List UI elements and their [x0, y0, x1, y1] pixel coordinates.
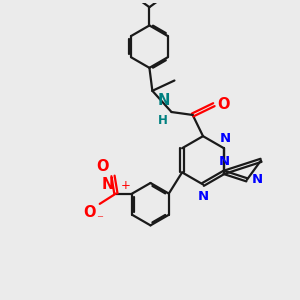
Text: N: N: [220, 132, 231, 145]
Text: N: N: [218, 155, 230, 168]
Text: H: H: [158, 114, 168, 128]
Text: O: O: [96, 159, 109, 174]
Text: N: N: [252, 173, 263, 186]
Text: N: N: [102, 177, 115, 192]
Text: O: O: [83, 206, 96, 220]
Text: O: O: [218, 97, 230, 112]
Text: N: N: [197, 190, 208, 203]
Text: N: N: [158, 94, 170, 109]
Text: +: +: [121, 179, 131, 192]
Text: ⁻: ⁻: [96, 213, 103, 226]
